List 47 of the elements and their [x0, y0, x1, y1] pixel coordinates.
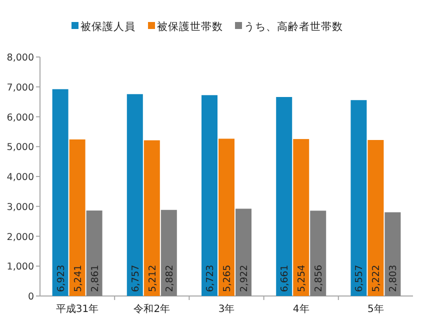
y-tick-label: 2,000 [6, 232, 34, 243]
bar [126, 94, 143, 296]
y-tick-label: 7,000 [6, 82, 34, 94]
data-label: 2,882 [164, 264, 176, 292]
data-label: 6,661 [280, 264, 291, 292]
bar [368, 140, 384, 296]
bar [384, 212, 401, 296]
bar [293, 139, 310, 296]
bar [160, 210, 177, 296]
bar [236, 208, 252, 296]
data-label: 5,222 [371, 264, 382, 292]
y-tick-label: 0 [28, 292, 34, 302]
data-label: 5,265 [222, 264, 233, 292]
bar [144, 140, 160, 296]
y-tick-label: 8,000 [6, 52, 34, 64]
data-label: 2,856 [314, 264, 325, 292]
x-tick-label: 3年 [218, 303, 235, 315]
bar [52, 89, 68, 296]
data-label: 5,241 [72, 264, 84, 292]
bar [218, 138, 234, 296]
legend-label: うち、高齢者世帯数 [244, 20, 343, 33]
data-label: 6,723 [205, 264, 216, 292]
bar [276, 97, 292, 296]
bar [202, 95, 218, 296]
legend-label: 被保護人員 [80, 20, 136, 33]
data-label: 2,803 [388, 264, 400, 292]
x-tick-label: 4年 [292, 303, 310, 315]
y-tick-label: 6,000 [6, 112, 34, 124]
data-label: 2,861 [90, 264, 101, 292]
data-label: 2,922 [239, 264, 250, 292]
y-tick-label: 5,000 [6, 142, 34, 154]
y-tick-label: 1,000 [6, 262, 34, 273]
bar [69, 139, 86, 296]
data-label: 5,212 [147, 264, 158, 292]
x-tick-label: 5年 [368, 303, 384, 315]
data-label: 5,254 [296, 264, 308, 292]
legend-label: 被保護世帯数 [157, 20, 223, 33]
x-tick-label: 令和2年 [134, 303, 170, 315]
y-tick-label: 3,000 [6, 202, 34, 213]
x-tick-label: 平成31年 [56, 303, 99, 315]
bar [350, 100, 367, 296]
bar [310, 210, 326, 296]
bar [86, 210, 102, 296]
y-tick-label: 4,000 [6, 172, 34, 183]
data-label: 6,557 [354, 264, 366, 292]
data-label: 6,757 [130, 264, 142, 292]
data-label: 6,923 [56, 264, 67, 292]
